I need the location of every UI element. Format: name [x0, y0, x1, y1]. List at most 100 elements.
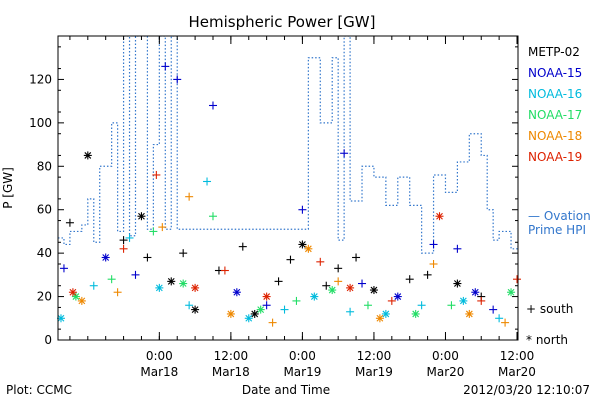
data-point-metp-02-north	[167, 277, 176, 286]
data-point-noaa-15-south	[173, 75, 182, 84]
data-point-noaa-18-north	[465, 309, 474, 318]
data-point-noaa-15-south	[298, 205, 307, 214]
data-point-metp-02-south	[65, 218, 74, 227]
y-tick-label: 120	[29, 72, 52, 86]
x-tick-date: Mar20	[427, 365, 465, 379]
y-axis-label: P [GW]	[1, 167, 15, 209]
plot-credit: Plot: CCMC	[6, 383, 72, 397]
data-point-noaa-16-north	[381, 309, 390, 318]
data-point-noaa-16-south	[346, 307, 355, 316]
data-point-noaa-17-south	[292, 296, 301, 305]
chart-title: Hemispheric Power [GW]	[189, 13, 376, 31]
data-point-metp-02-south	[352, 253, 361, 262]
legend-item: METP-02	[528, 45, 580, 59]
data-point-noaa-16-north	[244, 314, 253, 323]
data-point-metp-02-south	[143, 253, 152, 262]
legend-item: NOAA-17	[528, 108, 582, 122]
data-point-noaa-15-north	[232, 288, 241, 297]
legend-south: + south	[526, 302, 573, 316]
data-point-noaa-18-south	[268, 318, 277, 327]
data-point-noaa-18-south	[429, 260, 438, 268]
data-point-noaa-15-south	[161, 62, 170, 71]
data-point-noaa-18-north	[226, 309, 235, 318]
data-point-noaa-15-south	[59, 264, 68, 273]
y-tick-label: 0	[44, 333, 52, 347]
data-point-metp-02-north	[137, 212, 146, 221]
legend-ovation-line1: — Ovation	[528, 209, 591, 223]
data-point-noaa-15-south	[489, 305, 498, 314]
data-point-noaa-17-north	[507, 288, 516, 297]
data-point-noaa-15-south	[131, 270, 140, 279]
x-tick-date: Mar18	[212, 365, 250, 379]
data-points-layer	[56, 62, 522, 327]
ovation-hpi-line	[58, 36, 518, 254]
axes-layer: 0 20 40 60 80 100 120 0:00 Mar18 12:00 Mar18 0:00 Ma…	[29, 35, 536, 379]
data-point-noaa-16-south	[203, 177, 212, 186]
data-point-noaa-18-north	[77, 296, 86, 305]
data-point-metp-02-south	[179, 249, 188, 258]
data-point-noaa-17-north	[411, 309, 420, 318]
data-point-noaa-19-north	[68, 288, 77, 297]
data-point-noaa-18-south	[501, 318, 510, 327]
legend-item: NOAA-16	[528, 87, 582, 101]
data-point-noaa-18-south	[334, 277, 343, 286]
data-point-noaa-16-south	[495, 314, 504, 323]
plot-frame	[57, 35, 519, 341]
data-point-metp-02-south	[334, 264, 343, 273]
data-point-noaa-15-south	[453, 244, 462, 253]
data-point-noaa-16-north	[459, 296, 468, 305]
data-point-noaa-17-south	[208, 212, 217, 221]
data-point-metp-02-south	[286, 255, 295, 264]
data-point-metp-02-north	[369, 286, 378, 295]
data-point-metp-02-north	[83, 151, 92, 160]
data-point-noaa-17-south	[149, 227, 158, 236]
y-tick-label: 20	[37, 290, 52, 304]
y-tick-label: 40	[37, 246, 52, 260]
legend-item: NOAA-15	[528, 66, 582, 80]
data-point-noaa-19-south	[387, 296, 396, 305]
y-tick-label: 60	[37, 203, 52, 217]
data-point-metp-02-south	[322, 281, 331, 290]
data-point-metp-02-south	[423, 270, 432, 279]
data-point-noaa-15-south	[262, 301, 271, 310]
x-tick-date: Mar19	[283, 365, 321, 379]
data-point-noaa-15-north	[101, 253, 110, 262]
data-point-noaa-15-south	[429, 240, 438, 249]
data-point-noaa-19-south	[477, 296, 486, 305]
x-tick-time: 12:00	[357, 349, 392, 363]
data-point-noaa-18-south	[113, 288, 122, 297]
data-point-noaa-19-south	[152, 170, 161, 179]
data-point-noaa-18-north	[304, 244, 313, 253]
data-point-noaa-19-north	[191, 283, 200, 292]
data-point-noaa-17-south	[447, 301, 456, 310]
data-point-metp-02-south	[274, 277, 283, 286]
data-point-metp-02-south	[119, 236, 128, 245]
data-point-noaa-15-south	[358, 279, 367, 288]
data-point-noaa-16-south	[89, 281, 98, 290]
data-point-noaa-19-north	[435, 212, 444, 221]
data-point-noaa-17-north	[71, 292, 80, 301]
x-axis-label: Date and Time	[242, 383, 330, 397]
legend: METP-02 NOAA-15 NOAA-16 NOAA-17 NOAA-18 NOAA-…	[528, 45, 582, 164]
data-point-noaa-17-north	[256, 305, 265, 314]
data-point-metp-02-north	[298, 240, 307, 249]
data-point-metp-02-north	[250, 309, 259, 318]
x-tick-time: 0:00	[432, 349, 459, 363]
y-tick-label: 100	[29, 116, 52, 130]
data-point-metp-02-south	[238, 242, 247, 251]
legend-item: NOAA-18	[528, 129, 582, 143]
legend-item: NOAA-19	[528, 150, 582, 164]
legend-ovation-line2: Prime HPI	[528, 223, 586, 237]
legend-north: * north	[526, 333, 568, 347]
data-point-noaa-19-south	[119, 244, 128, 253]
x-tick-date: Mar20	[498, 365, 536, 379]
timestamp: 2012/03/20 12:10:07	[463, 383, 590, 397]
x-tick-date: Mar19	[355, 365, 393, 379]
ovation-hpi-layer	[58, 36, 518, 254]
data-point-noaa-16-north	[155, 283, 164, 292]
data-point-noaa-19-south	[513, 275, 522, 284]
data-point-noaa-17-north	[179, 279, 188, 288]
data-point-noaa-16-south	[280, 305, 289, 314]
data-point-noaa-17-south	[363, 301, 372, 310]
x-tick-time: 0:00	[289, 349, 316, 363]
